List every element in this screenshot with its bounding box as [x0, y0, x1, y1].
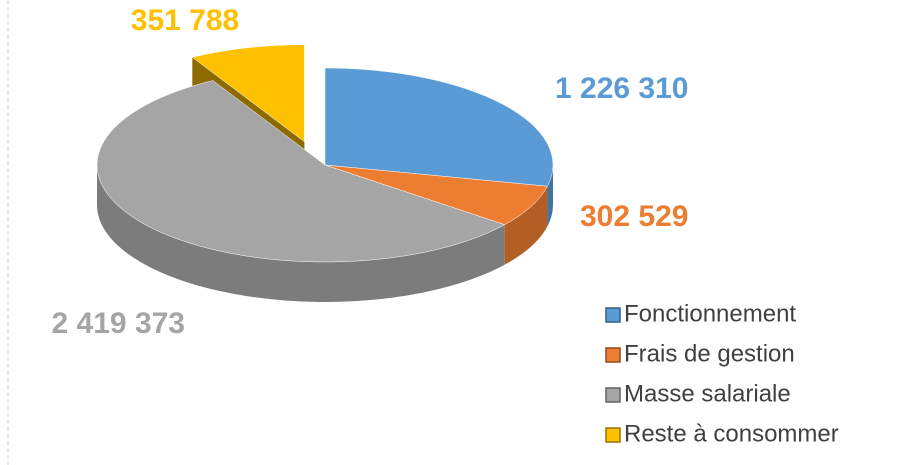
legend-marker — [605, 307, 621, 323]
slice — [324, 67, 554, 187]
value-label: 351 788 — [131, 4, 239, 37]
slice — [96, 80, 506, 263]
legend-label: Fonctionnement — [624, 300, 796, 327]
legend-marker — [605, 387, 621, 403]
value-label: 1 226 310 — [555, 72, 688, 105]
legend-marker — [605, 347, 621, 363]
slice — [191, 44, 305, 143]
value-label: 2 419 373 — [52, 307, 185, 340]
legend-label: Reste à consommer — [624, 420, 839, 447]
legend-label: Masse salariale — [624, 380, 791, 407]
legend-label: Frais de gestion — [624, 340, 795, 367]
slice-side — [547, 165, 553, 227]
legend-marker — [605, 427, 621, 443]
slice-side — [97, 165, 505, 302]
value-label: 302 529 — [580, 200, 688, 233]
slice-side — [504, 186, 548, 265]
slice — [324, 164, 548, 225]
